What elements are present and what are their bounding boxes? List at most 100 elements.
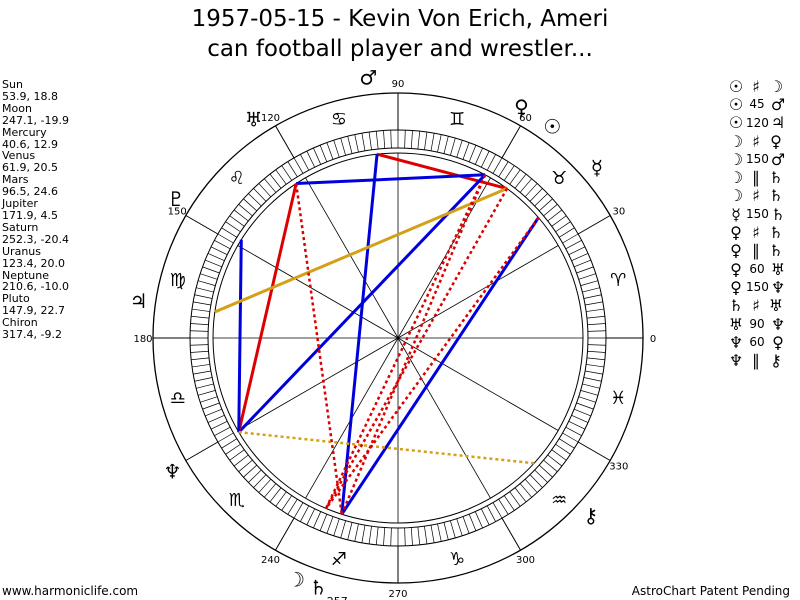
degree-tick bbox=[555, 443, 571, 455]
degree-tick bbox=[514, 173, 527, 189]
aspect-planet-a: ♆ bbox=[728, 351, 744, 371]
degree-tick bbox=[340, 520, 346, 539]
degree-tick bbox=[238, 204, 253, 217]
aspect-type: ∥ bbox=[752, 241, 760, 261]
degree-tick bbox=[190, 350, 209, 353]
degree-tick bbox=[480, 150, 490, 168]
degree-tick bbox=[333, 140, 340, 158]
degree-tick bbox=[443, 522, 449, 540]
degree-tick bbox=[194, 294, 213, 299]
degree-tick bbox=[430, 525, 435, 543]
zodiac-sign-glyph: ♑ bbox=[449, 549, 465, 570]
planet-name-jupiter: Jupiter bbox=[2, 197, 38, 211]
degree-tick bbox=[424, 131, 428, 150]
aspect-planet-b: ♅ bbox=[770, 259, 786, 279]
planet-name-uranus: Uranus bbox=[2, 244, 41, 258]
degree-tick bbox=[229, 449, 245, 461]
aspect-planet-b: ♀ bbox=[772, 332, 784, 352]
degree-tick bbox=[190, 323, 209, 326]
footer-website[interactable]: www.harmoniclife.com bbox=[2, 584, 139, 598]
degree-tick bbox=[300, 154, 310, 171]
aspect-planet-a: ☿ bbox=[731, 204, 741, 224]
degree-tick bbox=[390, 130, 392, 149]
degree-tick bbox=[480, 508, 490, 526]
degree-tick bbox=[492, 502, 503, 519]
degree-tick bbox=[200, 273, 218, 280]
aspect-row: ♀ ∥ ♄ bbox=[726, 241, 788, 261]
sign-divider bbox=[275, 125, 295, 159]
sign-divider bbox=[577, 441, 611, 461]
degree-tick bbox=[534, 193, 548, 207]
degree-tick bbox=[361, 133, 366, 151]
aspect-line bbox=[237, 173, 487, 434]
degree-tick bbox=[229, 215, 245, 227]
degree-tick bbox=[582, 287, 600, 293]
degree-tick bbox=[529, 188, 543, 202]
degree-tick bbox=[196, 287, 214, 293]
degree-tick bbox=[375, 131, 379, 150]
aspect-planet-b: ☽ bbox=[768, 76, 784, 96]
planet-glyph-pluto: ♇ bbox=[167, 187, 185, 211]
house-spoke bbox=[397, 245, 559, 339]
aspect-type: ♯ bbox=[752, 131, 760, 151]
degree-tick bbox=[269, 487, 282, 503]
degree-tick bbox=[585, 301, 603, 306]
aspect-line bbox=[340, 154, 379, 515]
degree-tick bbox=[576, 402, 594, 410]
degree-tick bbox=[424, 526, 428, 545]
degree-tick bbox=[524, 183, 538, 198]
aspect-line bbox=[340, 216, 540, 516]
degree-tick bbox=[551, 215, 567, 227]
degree-tick bbox=[582, 383, 600, 389]
degree-tick bbox=[214, 426, 231, 436]
degree-tick bbox=[456, 140, 463, 158]
degree-tick bbox=[196, 383, 214, 389]
degree-tick bbox=[534, 469, 548, 483]
aspect-row: ☉ ♯ ☽ bbox=[726, 76, 788, 96]
planet-value-neptune: 210.6, -10.0 bbox=[2, 280, 69, 294]
aspect-planet-a: ♀ bbox=[730, 223, 742, 243]
aspect-planet-b: ♂ bbox=[770, 94, 786, 114]
degree-tick bbox=[571, 253, 589, 262]
aspect-planet-a: ♀ bbox=[730, 277, 742, 297]
degree-tick bbox=[210, 246, 228, 256]
planet-value-mars: 96.5, 24.6 bbox=[2, 185, 58, 199]
house-spoke bbox=[305, 177, 399, 339]
degree-tick bbox=[313, 511, 322, 529]
degree-tick bbox=[368, 131, 372, 150]
degree-tick bbox=[293, 157, 304, 174]
aspect-planet-a: ☉ bbox=[728, 94, 744, 114]
degree-tick bbox=[586, 315, 605, 319]
degree-tick bbox=[462, 516, 470, 534]
degree-tick bbox=[474, 147, 483, 165]
aspect-type: 45 bbox=[749, 97, 765, 112]
degree-tick bbox=[300, 505, 310, 522]
aspect-planet-a: ☽ bbox=[728, 131, 744, 151]
aspect-type: 60 bbox=[749, 262, 765, 277]
degree-tick bbox=[205, 259, 222, 268]
degree-tick bbox=[519, 178, 532, 193]
aspect-line bbox=[294, 183, 343, 515]
degree-tick bbox=[354, 523, 359, 542]
aspect-type: 150 bbox=[746, 207, 769, 222]
degree-tick bbox=[217, 233, 234, 244]
aspect-row: ☽ ∥ ♄ bbox=[726, 168, 788, 187]
aspect-planet-b: ♄ bbox=[768, 223, 784, 243]
degree-tick bbox=[287, 498, 298, 515]
degree-tick bbox=[347, 136, 353, 154]
degree-tick bbox=[202, 402, 220, 410]
planet-value-pluto: 147.9, 22.7 bbox=[2, 304, 65, 318]
planet-glyph-jupiter: ♃ bbox=[130, 289, 148, 313]
degree-tick bbox=[558, 227, 575, 238]
zodiac-sign-glyph: ♍ bbox=[170, 270, 186, 291]
aspect-row: ☽ 150 ♂ bbox=[726, 150, 788, 169]
degree-tick bbox=[538, 198, 553, 212]
degree-tick bbox=[210, 420, 228, 430]
zodiac-sign-glyph: ♌ bbox=[229, 168, 245, 189]
degree-tick bbox=[306, 150, 316, 168]
planet-glyph-neptune: ♆ bbox=[164, 459, 182, 483]
house-spoke bbox=[237, 245, 399, 339]
aspect-type: 150 bbox=[746, 280, 769, 295]
planet-name-neptune: Neptune bbox=[2, 268, 50, 282]
planet-value-moon: 247.1, -19.9 bbox=[2, 113, 69, 127]
